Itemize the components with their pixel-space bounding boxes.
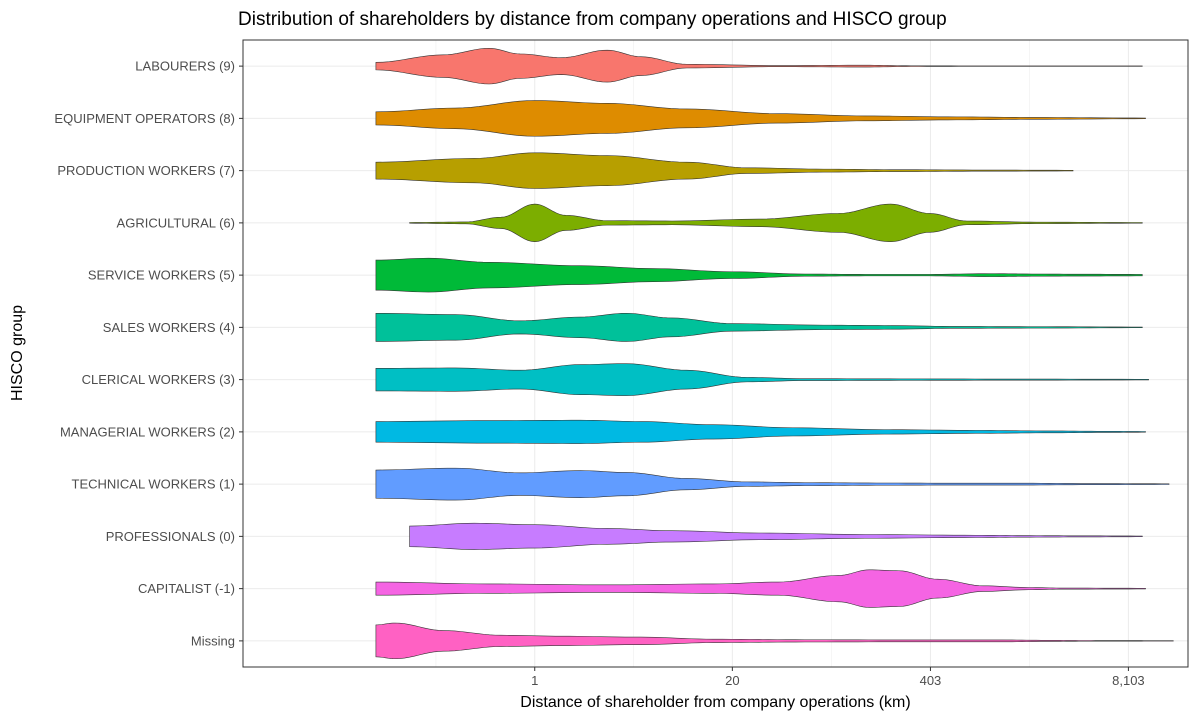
- panel-border: [242, 39, 1189, 668]
- y-tick-label: LABOURERS (9): [135, 59, 235, 74]
- violin-missing: [375, 622, 1174, 660]
- violin-managerial-workers-2: [375, 419, 1146, 444]
- violin-labourers-9: [375, 47, 1143, 85]
- y-tick-label: AGRICULTURAL (6): [117, 215, 235, 230]
- panel-background: [243, 40, 1188, 667]
- x-axis-title: Distance of shareholder from company ope…: [520, 694, 910, 711]
- y-tick-label: PROFESSIONALS (0): [106, 529, 235, 544]
- violins: [375, 47, 1174, 660]
- violin-production-workers-7: [375, 152, 1074, 189]
- x-tick-label: 20: [725, 673, 739, 688]
- x-axis: 1 20 403 8,103: [531, 667, 1145, 688]
- y-tick-label: Missing: [191, 633, 235, 648]
- chart-title: Distribution of shareholders by distance…: [238, 9, 947, 30]
- violin-professionals-0: [409, 522, 1143, 550]
- violin-equipment-operators-8: [375, 100, 1146, 137]
- y-tick-label: EQUIPMENT OPERATORS (8): [54, 111, 235, 126]
- y-axis: Missing CAPITALIST (-1) PROFESSIONALS (0) T…: [54, 59, 243, 648]
- y-tick-label: MANAGERIAL WORKERS (2): [60, 424, 235, 439]
- y-tick-label: CAPITALIST (-1): [138, 581, 235, 596]
- y-axis-title: HISCO group: [9, 305, 26, 401]
- y-tick-label: PRODUCTION WORKERS (7): [57, 163, 235, 178]
- violin-sales-workers-4: [375, 312, 1143, 342]
- x-tick-label: 1: [531, 673, 538, 688]
- plot-panel: [242, 39, 1189, 668]
- violin-capitalist-1: [375, 569, 1146, 608]
- x-tick-label: 403: [920, 673, 942, 688]
- y-tick-label: CLERICAL WORKERS (3): [82, 372, 235, 387]
- violin-technical-workers-1: [375, 467, 1170, 501]
- y-tick-label: SALES WORKERS (4): [103, 320, 235, 335]
- violin-clerical-workers-3: [375, 363, 1149, 396]
- x-tick-label: 8,103: [1112, 673, 1145, 688]
- violin-service-workers-5: [375, 257, 1143, 293]
- violin-agricultural-6: [409, 203, 1143, 242]
- y-tick-label: TECHNICAL WORKERS (1): [72, 477, 235, 492]
- y-tick-label: SERVICE WORKERS (5): [88, 268, 235, 283]
